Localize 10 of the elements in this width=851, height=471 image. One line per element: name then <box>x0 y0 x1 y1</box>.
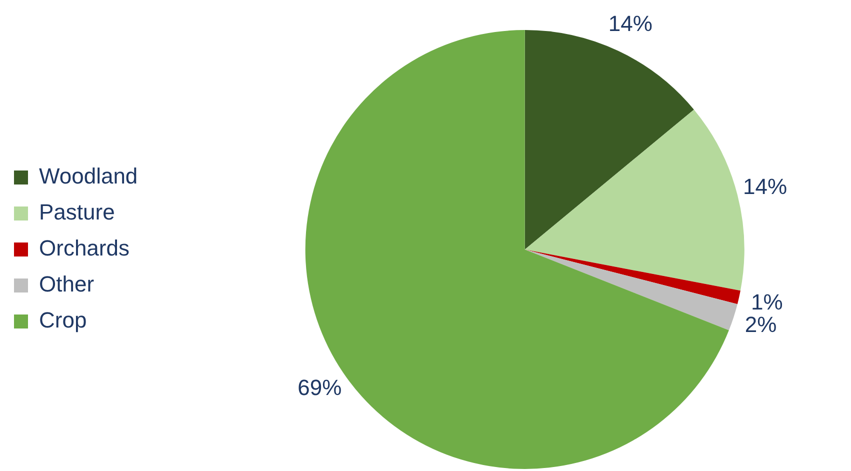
data-label: 1% <box>750 290 783 315</box>
data-label: 2% <box>744 312 777 338</box>
legend-label: Other <box>39 272 94 297</box>
legend-label: Crop <box>39 308 87 333</box>
data-label: 69% <box>298 374 342 400</box>
legend-label: Pasture <box>39 200 115 225</box>
legend-label: Woodland <box>39 164 138 189</box>
legend-label: Orchards <box>39 236 130 261</box>
data-label: 14% <box>608 11 652 36</box>
data-label: 14% <box>743 174 788 199</box>
